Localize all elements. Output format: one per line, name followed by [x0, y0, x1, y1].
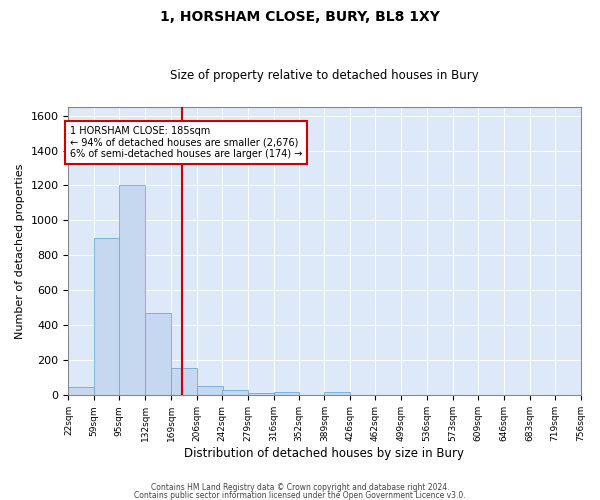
Bar: [171, 368, 197, 396]
Text: Contains public sector information licensed under the Open Government Licence v3: Contains public sector information licen…: [134, 490, 466, 500]
Bar: [222, 390, 248, 396]
Bar: [68, 386, 94, 396]
Bar: [274, 392, 299, 396]
Bar: [94, 238, 120, 396]
Bar: [325, 392, 350, 396]
Bar: [248, 392, 274, 396]
Bar: [197, 386, 223, 396]
Y-axis label: Number of detached properties: Number of detached properties: [15, 164, 25, 339]
Title: Size of property relative to detached houses in Bury: Size of property relative to detached ho…: [170, 69, 479, 82]
Text: 1, HORSHAM CLOSE, BURY, BL8 1XY: 1, HORSHAM CLOSE, BURY, BL8 1XY: [160, 10, 440, 24]
Bar: [145, 313, 171, 396]
Text: 1 HORSHAM CLOSE: 185sqm
← 94% of detached houses are smaller (2,676)
6% of semi-: 1 HORSHAM CLOSE: 185sqm ← 94% of detache…: [70, 126, 302, 159]
Text: Contains HM Land Registry data © Crown copyright and database right 2024.: Contains HM Land Registry data © Crown c…: [151, 484, 449, 492]
Bar: [119, 186, 145, 396]
X-axis label: Distribution of detached houses by size in Bury: Distribution of detached houses by size …: [184, 447, 464, 460]
